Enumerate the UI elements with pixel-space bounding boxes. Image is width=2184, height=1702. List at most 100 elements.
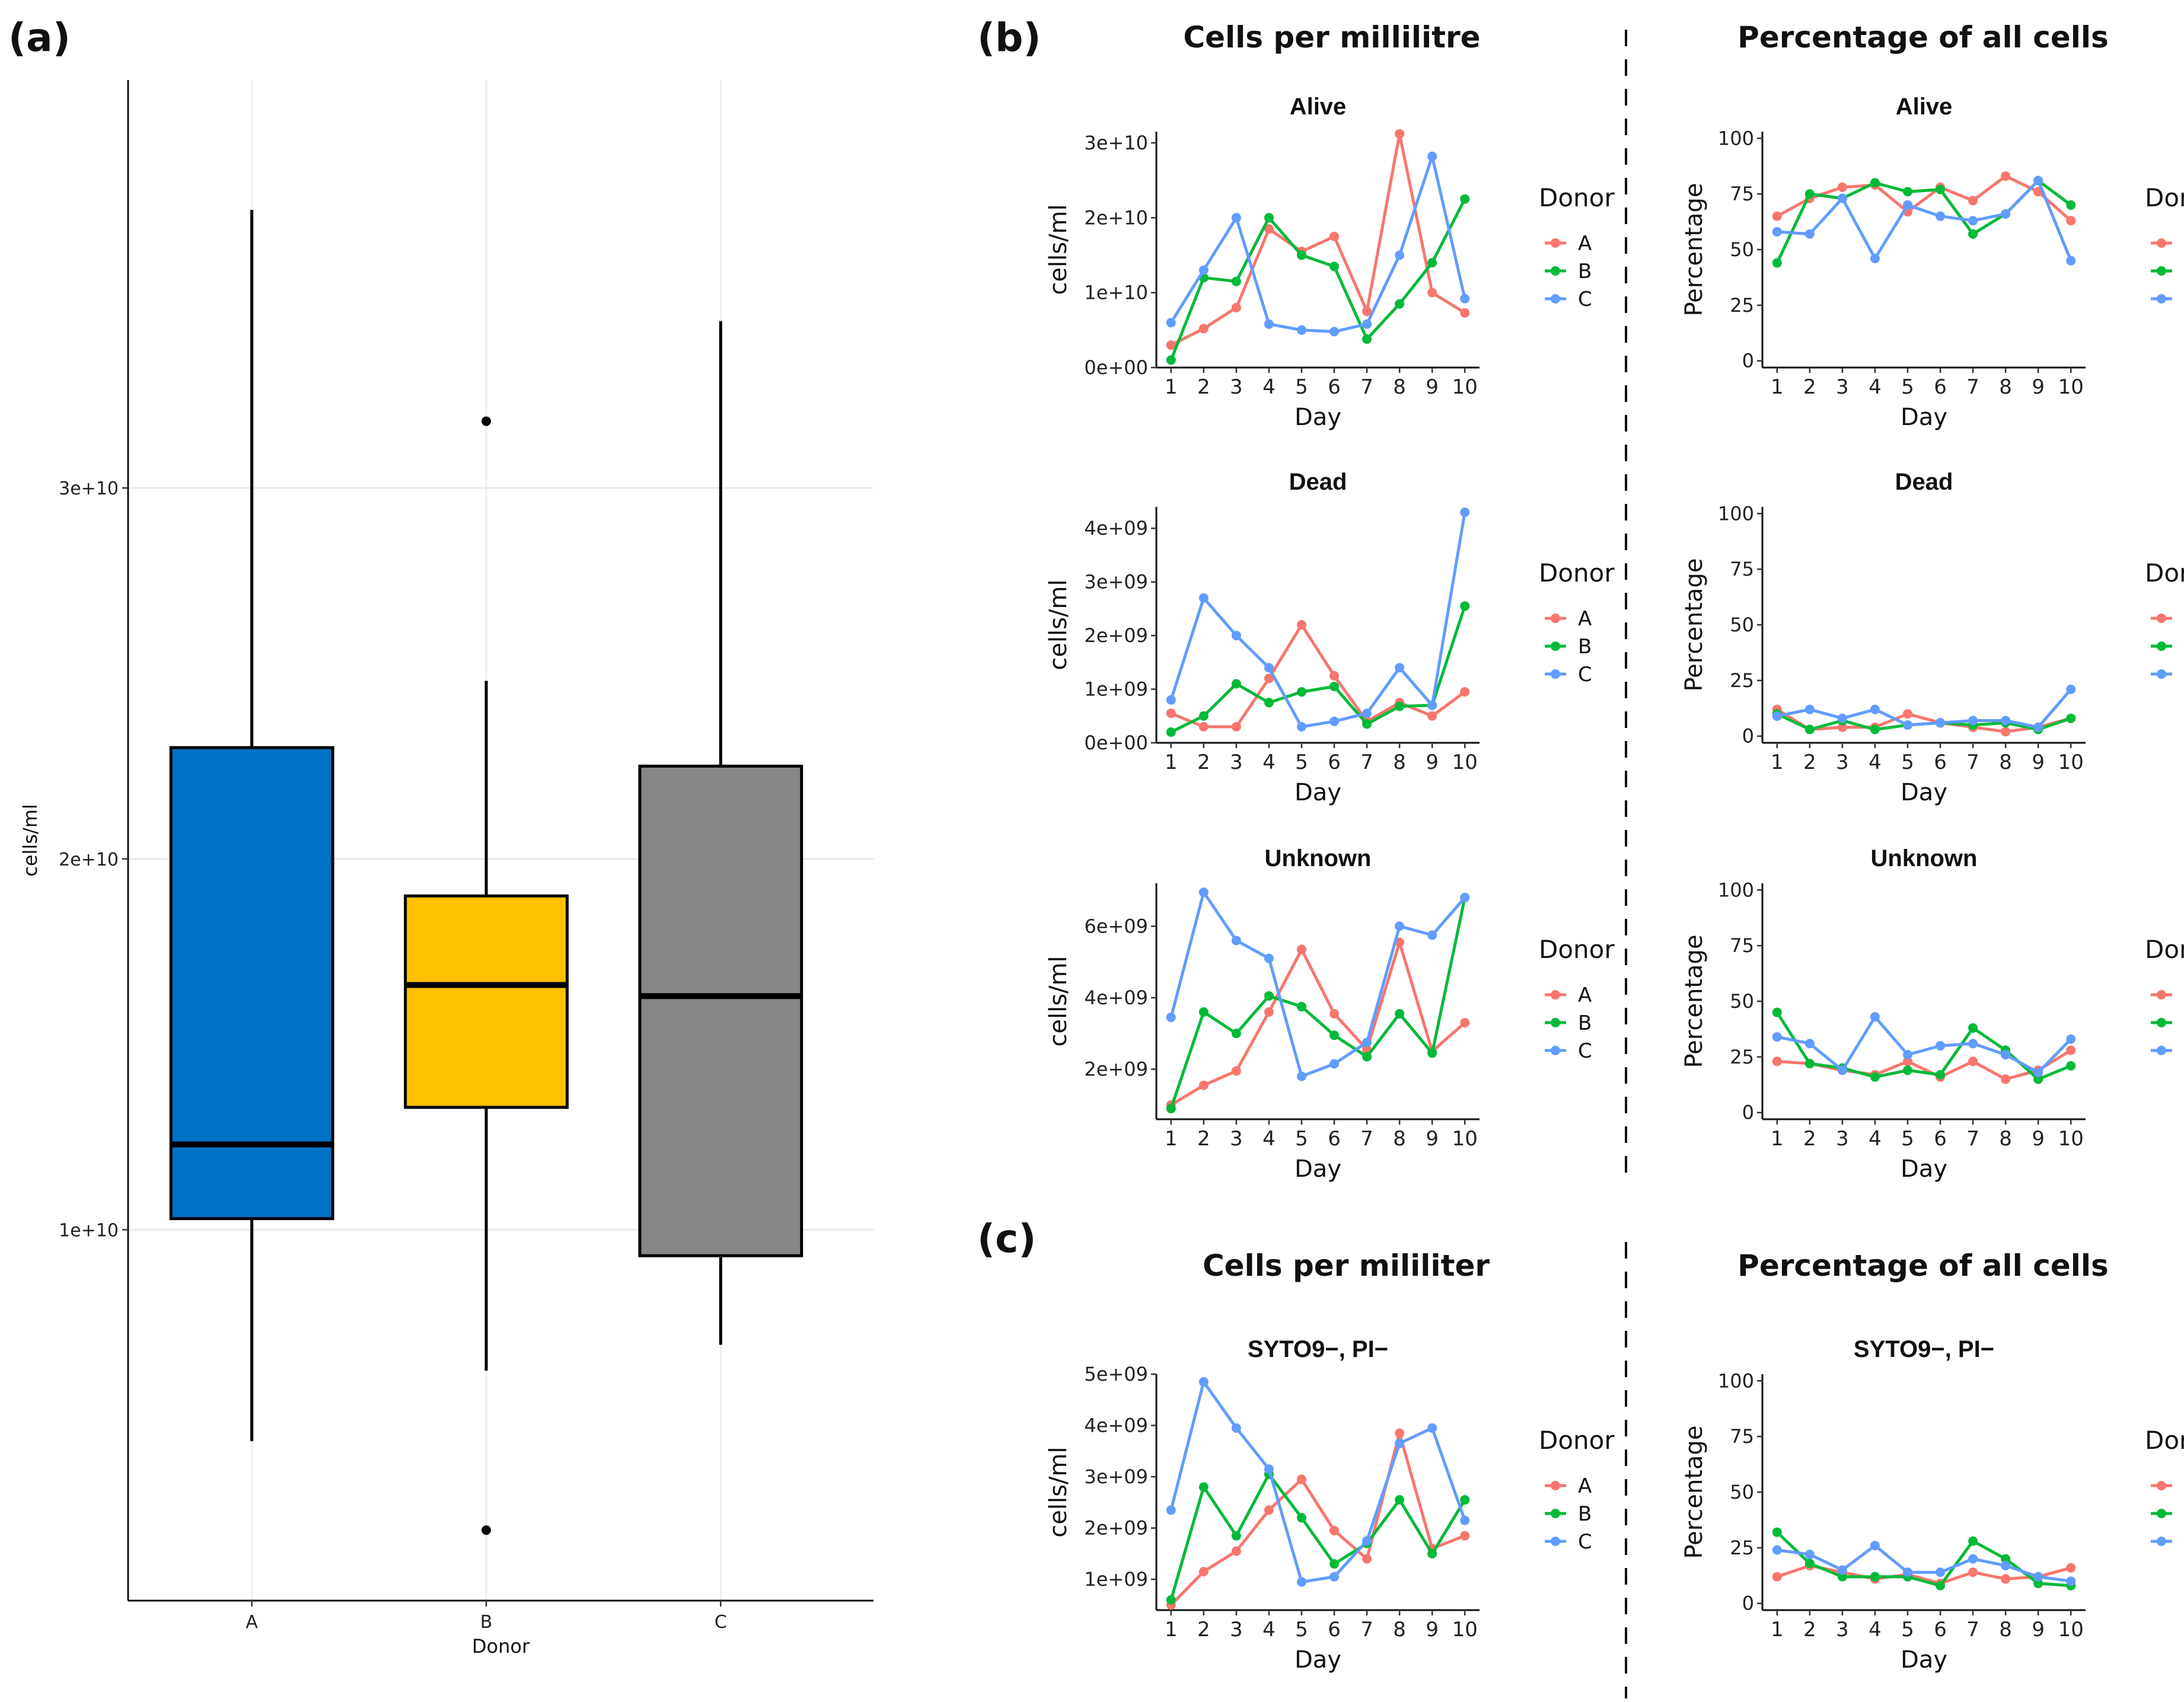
data-point-A	[2066, 216, 2076, 226]
x-tick-label: 3	[1230, 375, 1243, 399]
series-line-A	[1170, 941, 1466, 1107]
legend-item-label: B	[1578, 1502, 1592, 1526]
x-tick-label: 2	[1197, 1618, 1210, 1642]
data-point-B	[1460, 1495, 1470, 1505]
section-title-c-left: Cells per mililiter	[1203, 1248, 1490, 1283]
x-tick-label: 9	[2032, 1618, 2045, 1642]
x-axis-title: Day	[1901, 1646, 1947, 1674]
data-point-B	[1804, 724, 1815, 735]
x-tick-label: 9	[2032, 375, 2045, 399]
data-point-C	[1427, 151, 1437, 161]
data-point-B	[1198, 1482, 1209, 1492]
legend-title: Donor	[2145, 558, 2184, 587]
data-point-B	[1936, 1069, 1946, 1080]
data-point-A	[1460, 687, 1470, 697]
x-tick-label: 8	[1999, 751, 2012, 774]
data-point-C	[1902, 1567, 1912, 1578]
x-axis-title: Day	[1295, 1646, 1341, 1674]
y-tick-label: 2e+10	[59, 850, 119, 870]
x-tick-label: 10	[1452, 375, 1478, 399]
y-tick-label: 50	[1730, 1481, 1754, 1503]
legend-title: Donor	[2145, 183, 2184, 212]
y-axis-title: cells/ml	[1045, 579, 1072, 670]
data-point-B	[1231, 679, 1241, 689]
data-point-A	[1264, 224, 1274, 234]
x-tick-label: 1	[1771, 1618, 1784, 1642]
y-tick-label: 2e+09	[1084, 1058, 1148, 1081]
x-tick-label: 7	[1966, 751, 1979, 774]
data-point-C	[1166, 1505, 1176, 1515]
data-point-B	[1968, 1023, 1978, 1033]
data-point-C	[1231, 1423, 1241, 1433]
data-point-C	[1968, 216, 1978, 226]
x-tick-label: 6	[1328, 751, 1341, 774]
data-point-A	[1296, 620, 1306, 630]
x-tick-label: 3	[1836, 1127, 1849, 1151]
data-point-B	[1362, 334, 1372, 344]
data-point-C	[1395, 921, 1405, 931]
x-tick-label: 3	[1230, 1127, 1243, 1151]
x-tick-label: 2	[1803, 1618, 1816, 1642]
y-tick-label: 0	[1742, 350, 1754, 372]
y-axis-title: Percentage	[1681, 934, 1708, 1068]
data-point-C	[2033, 1572, 2043, 1582]
data-point-C	[1231, 631, 1241, 641]
data-point-C	[1296, 721, 1306, 732]
data-point-B	[1427, 1548, 1437, 1559]
data-point-C	[1902, 1050, 1912, 1060]
legend-key-point-A	[2157, 990, 2166, 1000]
data-point-C	[1837, 193, 1847, 203]
line-panel-b-unknown-pct: Unknown 0 25 50 75 100 1 2 3 4 5 6 7 8 9 10 Day Percentag…	[1681, 845, 2184, 1183]
data-point-B	[2033, 1074, 2043, 1084]
x-tick-label: 4	[1869, 1127, 1882, 1151]
data-point-B	[2066, 1061, 2076, 1071]
x-tick-label: 10	[2058, 1127, 2084, 1151]
legend-key-point-C	[2157, 294, 2166, 304]
data-point-C	[1936, 1041, 1946, 1051]
series-line-C	[1777, 1015, 2072, 1074]
data-point-C	[1837, 713, 1847, 723]
data-point-C	[1166, 1013, 1176, 1023]
data-point-B	[1772, 1527, 1782, 1537]
legend-key-point-A	[2157, 614, 2166, 623]
x-tick-label: 6	[1934, 1618, 1947, 1642]
x-tick-label: 3	[1836, 751, 1849, 774]
x-axis-title: Day	[1295, 404, 1341, 431]
data-point-B	[1329, 261, 1340, 272]
y-tick-label: 25	[1730, 669, 1754, 692]
data-point-B	[1231, 1029, 1241, 1039]
data-point-C	[1395, 1438, 1405, 1448]
data-point-C	[1198, 887, 1209, 898]
y-tick-label: 0e+00	[1084, 732, 1148, 754]
data-point-B	[2066, 200, 2076, 210]
data-point-B	[1395, 1009, 1405, 1019]
line-panel-b-unknown-ml: Unknown 2e+09 4e+09 6e+09 1 2 3 4 5 6 7 8 9 10 Day cell…	[1045, 845, 1615, 1183]
line-panel-b-dead-pct: Dead 0 25 50 75 100 1 2 3 4 5 6 7 8 9 10 Day Percentage Do…	[1681, 469, 2184, 806]
line-panel-b-alive-ml: Alive 0e+00 1e+10 2e+10 3e+10 1 2 3 4 5 6 7 8 9 10 Day c…	[1045, 94, 1615, 431]
x-tick-label: 8	[1393, 1618, 1406, 1642]
x-tick-label: 9	[1426, 1127, 1439, 1151]
legend-key-point-A	[1551, 1481, 1560, 1490]
x-tick-label: 9	[1426, 375, 1439, 399]
data-point-A	[2001, 1074, 2011, 1084]
data-point-C	[1837, 1565, 1847, 1575]
data-point-C	[2066, 1034, 2076, 1044]
data-point-A	[1264, 673, 1274, 684]
panel-title: SYTO9−, PI−	[1854, 1336, 1994, 1362]
data-point-B	[2066, 713, 2076, 723]
data-point-B	[1362, 1052, 1372, 1062]
data-point-A	[1460, 1531, 1470, 1541]
data-point-C	[2001, 1560, 2011, 1570]
boxplot-panel: 1e+10 2e+10 3e+10 A B C Donor cells/ml	[19, 80, 873, 1658]
line-panel-c-syto-pct: SYTO9−, PI− 0 25 50 75 100 1 2 3 4 5 6 7 8 9 10 Day Perce…	[1681, 1336, 2184, 1674]
x-tick-label: 8	[1393, 1127, 1406, 1151]
x-tick-label: 7	[1360, 375, 1373, 399]
data-point-C	[1772, 711, 1782, 721]
data-point-C	[2033, 722, 2043, 732]
data-point-C	[1772, 1545, 1782, 1555]
series-line-C	[1777, 688, 2073, 729]
y-tick-label: 3e+10	[1084, 132, 1148, 154]
y-tick-label: 4e+09	[1084, 517, 1148, 539]
x-tick-label: 5	[1295, 375, 1308, 399]
